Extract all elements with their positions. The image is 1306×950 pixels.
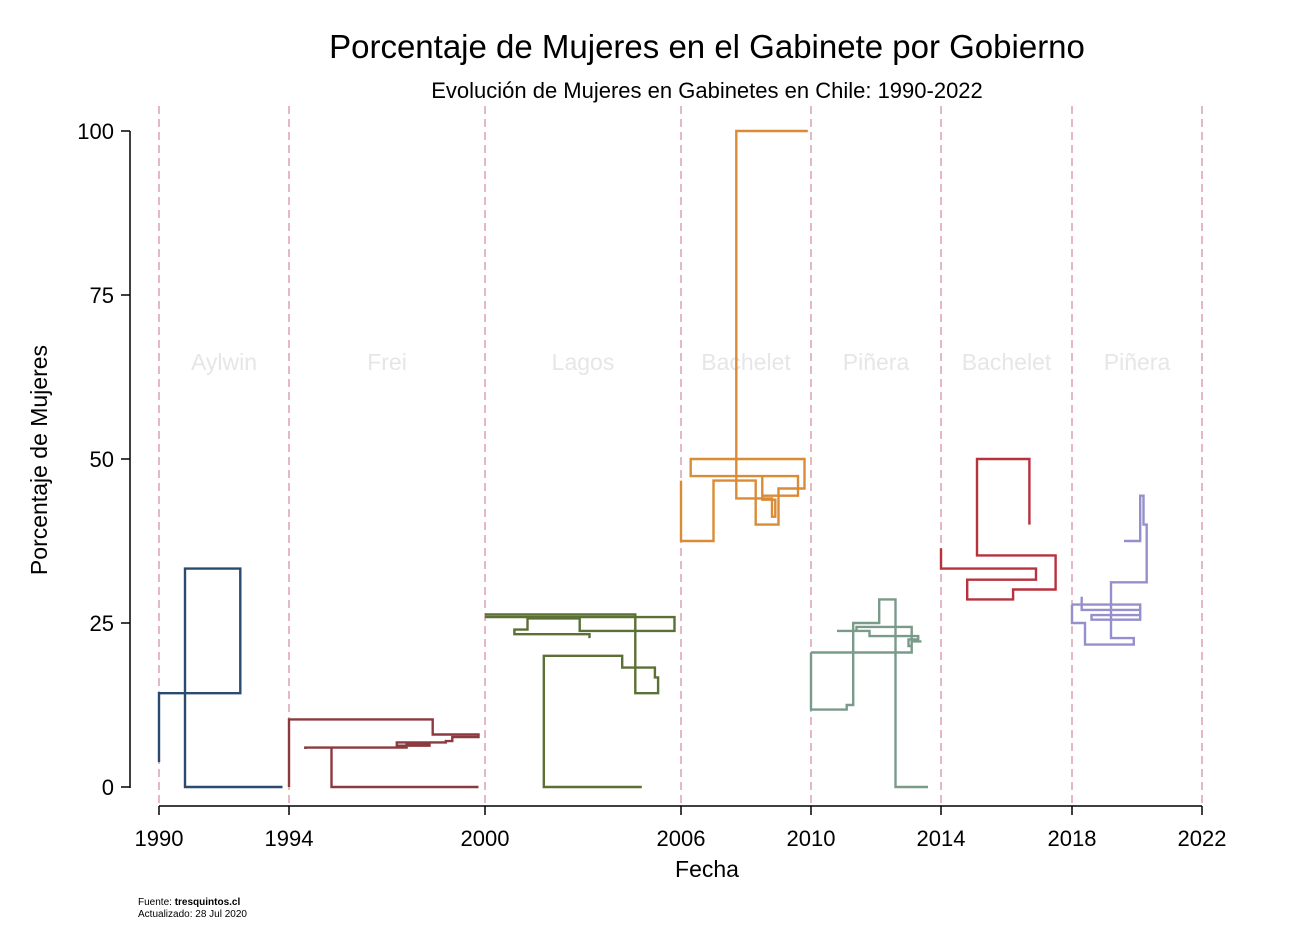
government-label: Bachelet — [701, 349, 791, 375]
series-line-7 — [939, 457, 1057, 601]
government-label: Piñera — [1104, 349, 1171, 375]
chart-subtitle: Evolución de Mujeres en Gabinetes en Chi… — [431, 78, 983, 103]
series-line-4 — [679, 129, 808, 543]
source-label: Fuente: — [138, 897, 172, 908]
footer: Fuente: tresquintos.cl Actualizado: 28 J… — [138, 897, 247, 921]
government-dividers — [158, 106, 1203, 806]
series-line-5 — [809, 598, 928, 789]
government-label: Piñera — [843, 349, 910, 375]
x-tick-label: 2022 — [1178, 826, 1227, 851]
series-line-0 — [157, 567, 283, 789]
series-line-2 — [485, 613, 660, 789]
y-tick-label: 75 — [90, 283, 114, 308]
series-line-9 — [1072, 596, 1142, 621]
government-label: Aylwin — [191, 349, 257, 375]
x-tick-label: 1990 — [135, 826, 184, 851]
government-label: Lagos — [552, 349, 615, 375]
government-label: Bachelet — [962, 349, 1052, 375]
x-tick-label: 2014 — [917, 826, 966, 851]
x-tick-label: 2000 — [461, 826, 510, 851]
x-axis-label: Fecha — [675, 856, 739, 882]
x-tick-label: 2006 — [657, 826, 706, 851]
updated-line: Actualizado: 28 Jul 2020 — [138, 909, 247, 920]
series-line-6 — [811, 625, 922, 654]
y-axis-label: Porcentaje de Mujeres — [26, 345, 52, 575]
y-tick-label: 0 — [102, 775, 114, 800]
series-lines — [157, 129, 1148, 789]
y-tick-label: 100 — [77, 119, 114, 144]
government-label: Frei — [367, 349, 407, 375]
y-axis-ticks: 0 25 50 75 100 — [77, 119, 130, 800]
x-tick-label: 1994 — [265, 826, 314, 851]
y-tick-label: 50 — [90, 447, 114, 472]
x-axis-ticks: 1990 1994 2000 2006 2010 2014 2018 2022 — [135, 806, 1227, 851]
source-value: tresquintos.cl — [174, 897, 241, 908]
government-labels: Aylwin Frei Lagos Bachelet Piñera Bachelet Piñ… — [191, 349, 1170, 375]
y-tick-label: 25 — [90, 611, 114, 636]
chart-title: Porcentaje de Mujeres en el Gabinete por… — [329, 28, 1085, 65]
x-tick-label: 2010 — [787, 826, 836, 851]
x-tick-label: 2018 — [1048, 826, 1097, 851]
source-line: Fuente: tresquintos.cl — [138, 897, 247, 909]
series-line-1 — [287, 718, 480, 789]
series-line-8 — [1070, 494, 1148, 646]
series-line-3 — [485, 615, 676, 639]
